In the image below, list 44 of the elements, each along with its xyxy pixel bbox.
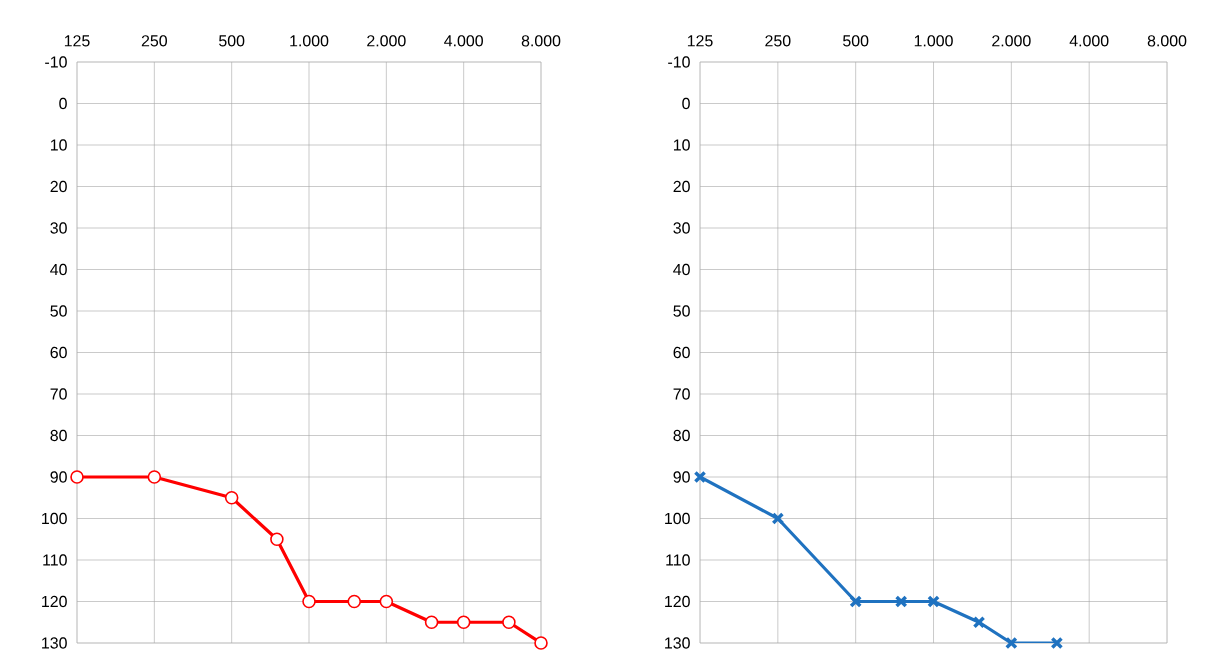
y-tick-label: 30 — [673, 222, 690, 234]
y-tick-label: 20 — [673, 180, 690, 193]
y-tick-label: 70 — [673, 388, 690, 400]
y-tick-label: 120 — [665, 595, 690, 608]
y-tick-label: 50 — [673, 305, 690, 317]
y-tick-label: 50 — [50, 305, 67, 317]
y-tick-label: 110 — [666, 554, 690, 566]
x-tick-label: 2.000 — [367, 35, 406, 47]
x-tick-label: 125 — [64, 35, 90, 47]
y-tick-label: 0 — [59, 97, 67, 110]
y-tick-label: 120 — [42, 595, 67, 608]
y-tick-label: 90 — [673, 471, 690, 483]
x-tick-label: 125 — [687, 35, 713, 47]
y-tick-label: 70 — [50, 388, 67, 400]
x-tick-label: 1.000 — [290, 35, 329, 47]
y-tick-label: 100 — [42, 512, 67, 525]
y-tick-label: 10 — [673, 139, 690, 151]
y-tick-label: 80 — [50, 429, 67, 442]
y-tick-label: 80 — [673, 429, 690, 442]
y-tick-label: 40 — [673, 263, 690, 276]
y-tick-label: 60 — [50, 346, 67, 359]
y-tick-label: -10 — [668, 56, 690, 68]
x-tick-label: 250 — [765, 35, 791, 47]
x-tick-label: 4.000 — [444, 35, 483, 47]
y-tick-label: -10 — [45, 56, 67, 68]
y-tick-label: 130 — [42, 637, 67, 649]
x-tick-label: 250 — [141, 35, 167, 47]
x-tick-label: 2.000 — [992, 35, 1031, 47]
y-tick-label: 130 — [665, 637, 690, 649]
x-tick-label: 500 — [843, 35, 869, 47]
y-tick-label: 40 — [50, 263, 67, 276]
y-tick-label: 90 — [50, 471, 67, 483]
y-tick-label: 100 — [665, 512, 690, 525]
x-tick-label: 8.000 — [1147, 35, 1187, 47]
y-tick-label: 60 — [673, 346, 690, 359]
y-tick-label: 10 — [50, 139, 67, 151]
y-tick-label: 0 — [682, 97, 690, 110]
x-tick-label: 4.000 — [1069, 35, 1109, 47]
x-tick-label: 8.000 — [521, 35, 561, 47]
y-tick-label: 30 — [50, 222, 67, 234]
x-tick-label: 1.000 — [914, 35, 953, 47]
y-tick-label: 20 — [50, 180, 67, 193]
y-tick-label: 110 — [43, 554, 67, 566]
x-tick-label: 500 — [219, 35, 245, 47]
